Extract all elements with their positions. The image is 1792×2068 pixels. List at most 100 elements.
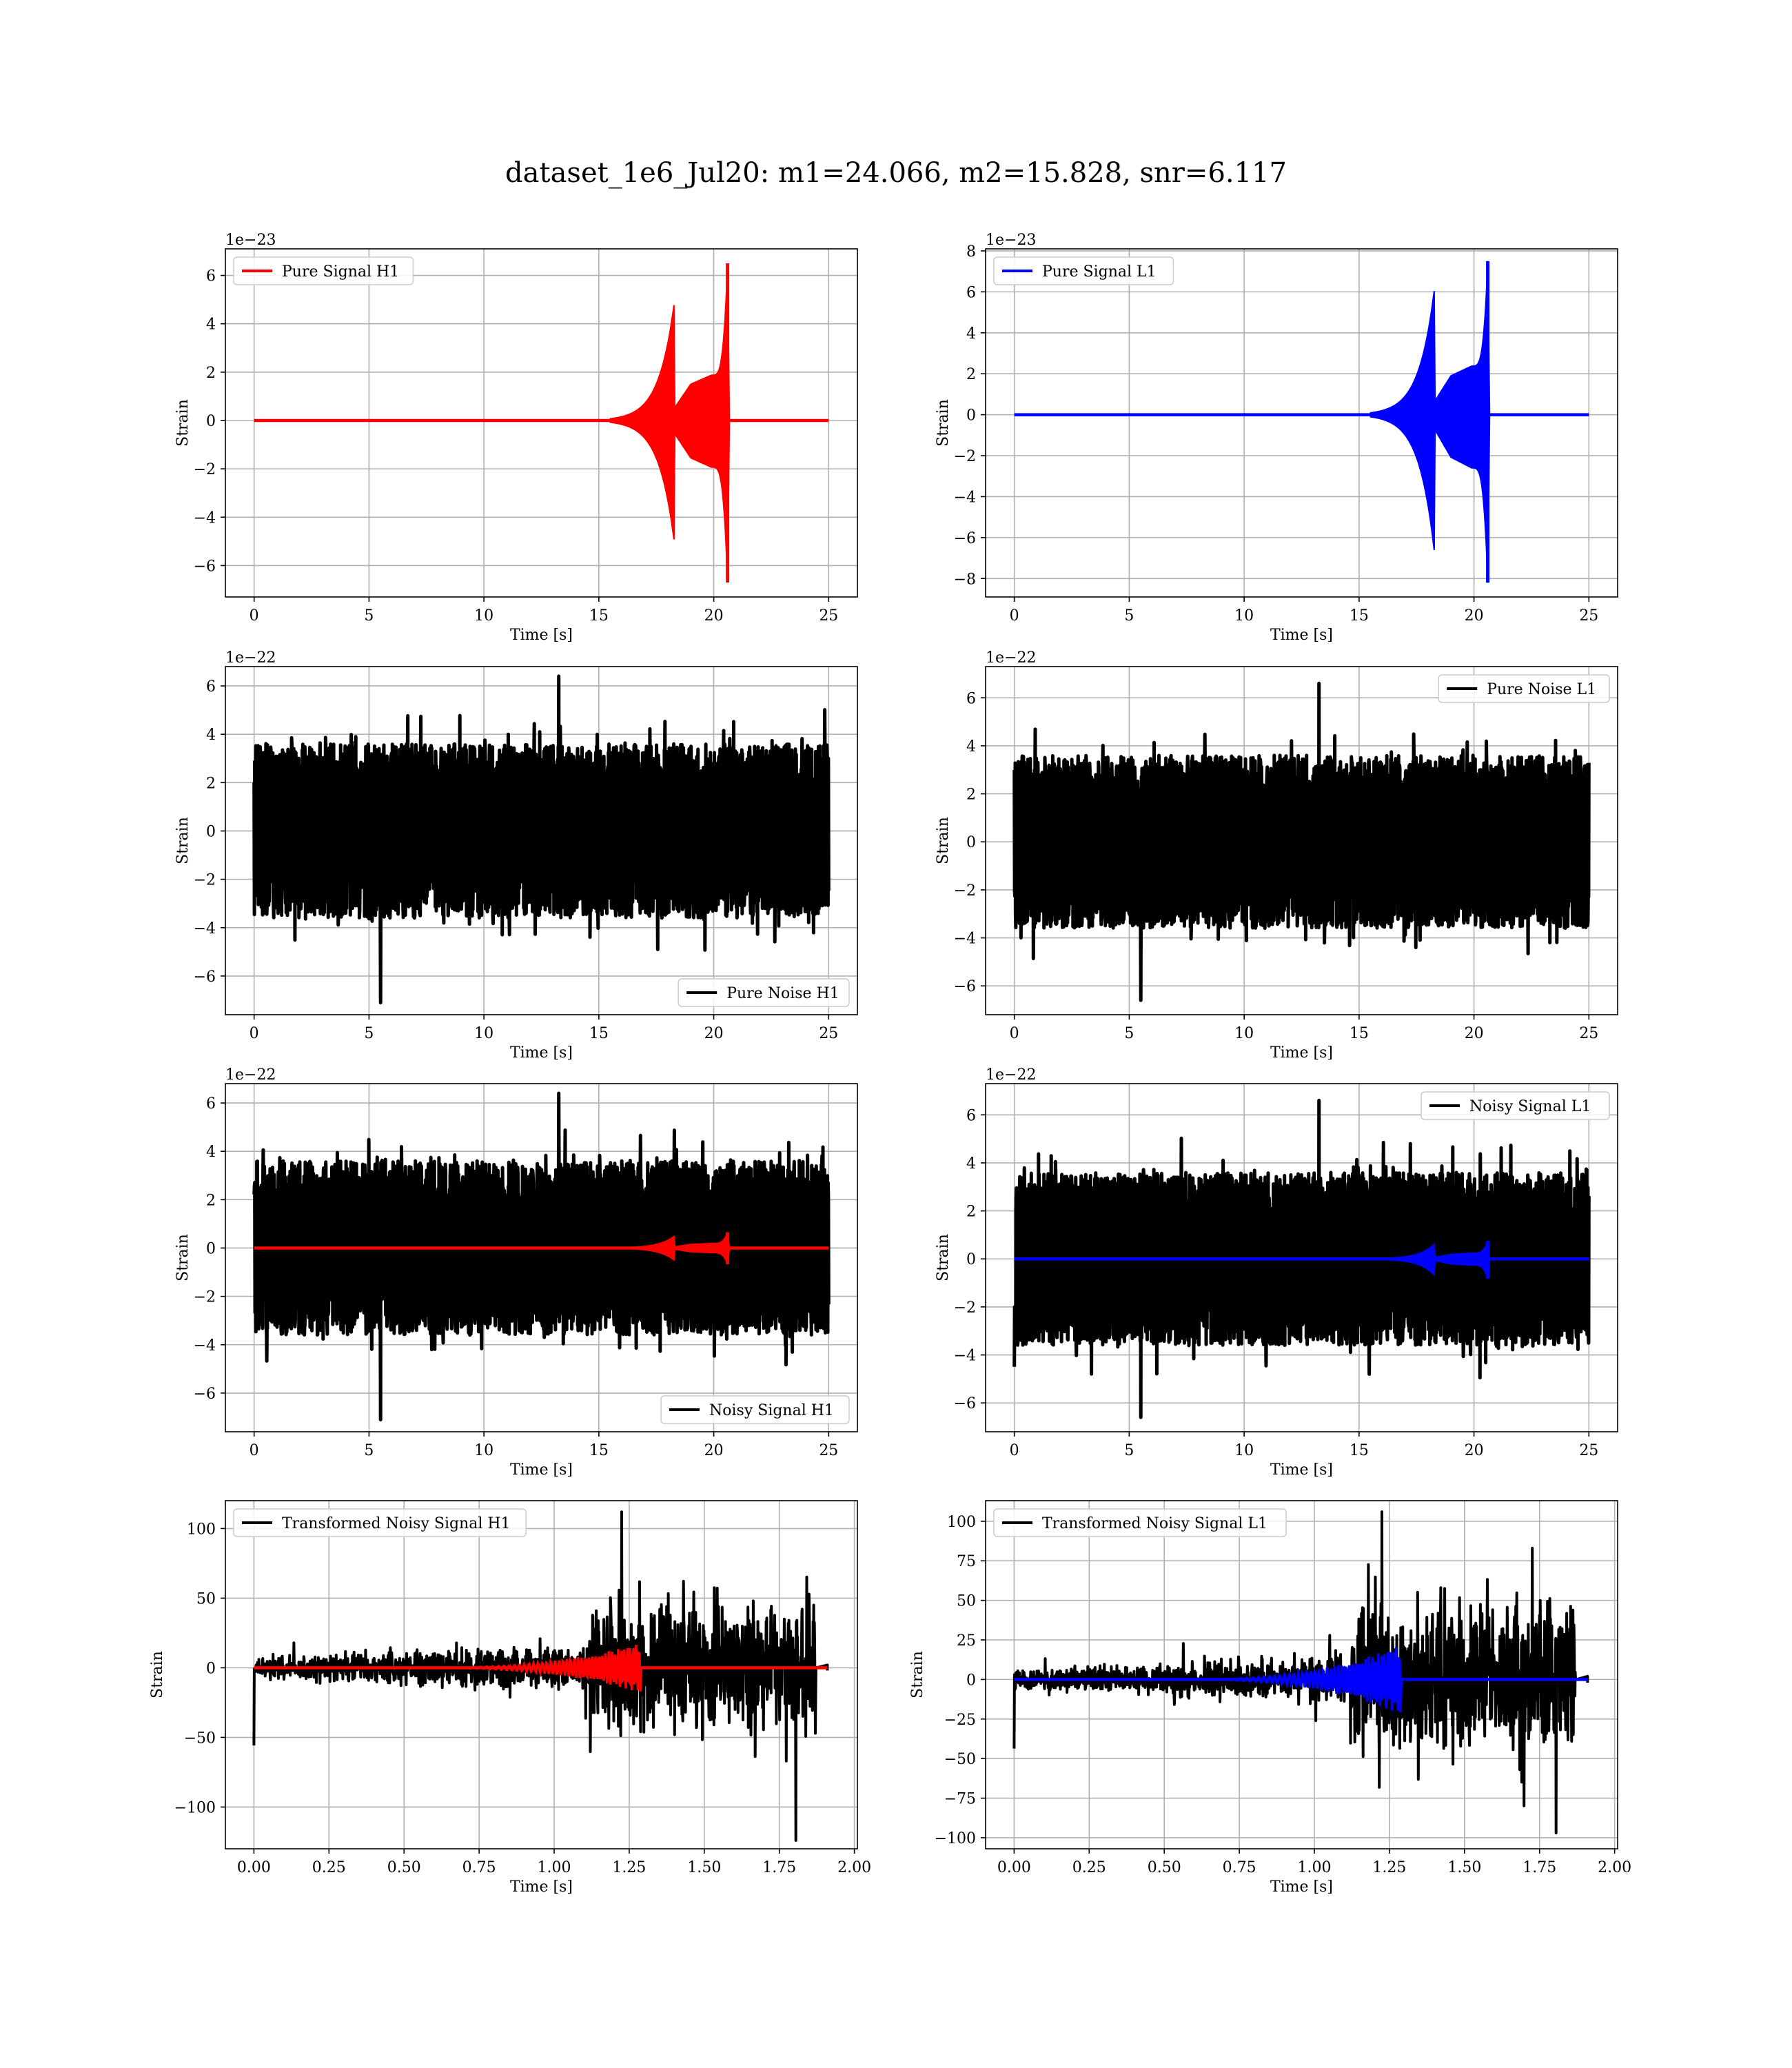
offset-text: 1e−22	[225, 1066, 276, 1084]
y-axis-label: Strain	[174, 817, 192, 864]
y-axis-label: Strain	[149, 1651, 166, 1699]
y-tick-label: 100	[947, 1514, 976, 1531]
x-tick-label: 25	[1579, 1025, 1598, 1042]
x-tick-label: 0.25	[1072, 1859, 1106, 1876]
y-tick-label: 8	[966, 243, 976, 261]
x-tick-label: 25	[819, 1025, 838, 1042]
x-axis: 0.00 0.25 0.50 0.75 1.00 1.25 1.50 1.75 2.00	[997, 1849, 1631, 1876]
x-tick-label: 1.50	[1447, 1859, 1481, 1876]
y-tick-label: 25	[957, 1632, 976, 1650]
x-tick-label: 15	[589, 1442, 609, 1459]
y-axis: −8 −6 −4 −2 0 2 4 6 8	[954, 243, 986, 588]
legend-box	[1421, 1091, 1610, 1120]
y-tick-label: −2	[954, 1299, 976, 1317]
y-tick-label: −4	[194, 920, 216, 937]
y-tick-label: 2	[206, 365, 216, 382]
y-axis: −6 −4 −2 0 2 4 6	[954, 690, 986, 995]
x-tick-label: 15	[589, 607, 609, 625]
axes-frame	[225, 1083, 858, 1432]
legend: Pure Signal L1	[993, 256, 1174, 285]
x-axis: 0.00 0.25 0.50 0.75 1.00 1.25 1.50 1.75 2.00	[237, 1849, 871, 1876]
x-tick-label: 5	[1124, 1442, 1134, 1459]
legend-label: Pure Noise L1	[1487, 681, 1596, 698]
y-tick-label: 0	[206, 413, 216, 430]
offset-text: 1e−22	[225, 649, 276, 667]
x-tick-label: 0.00	[997, 1859, 1031, 1876]
y-tick-label: −50	[184, 1730, 216, 1747]
y-tick-label: 2	[206, 775, 216, 792]
axes-frame	[985, 248, 1618, 598]
legend-box	[660, 1395, 850, 1424]
legend-label: Pure Signal L1	[1042, 263, 1157, 281]
y-tick-label: 0	[966, 1251, 976, 1268]
x-axis-label: Time [s]	[1270, 1461, 1333, 1479]
subplot-pure-signal-l1: 0 5 10 15 20 25 −8 −6 −4 −2 0 2 4 6 8 Time [s] Strain 1e−…	[935, 232, 1618, 644]
y-tick-label: 2	[966, 1204, 976, 1221]
x-tick-label: 20	[704, 1025, 724, 1042]
x-tick-label: 0	[250, 1442, 259, 1459]
x-tick-label: 0.25	[312, 1859, 346, 1876]
x-tick-label: 1.25	[1372, 1859, 1406, 1876]
x-tick-label: 1.00	[538, 1859, 571, 1876]
x-tick-label: 1.50	[687, 1859, 721, 1876]
series-chirp-1	[419, 1644, 644, 1692]
x-tick-label: 10	[1234, 1025, 1254, 1042]
y-axis: −6 −4 −2 0 2 4 6	[954, 1107, 986, 1412]
offset-text: 1e−22	[986, 1066, 1036, 1084]
y-tick-label: 6	[206, 1095, 216, 1113]
legend: Noisy Signal L1	[1421, 1091, 1610, 1120]
series-envelope-1	[1370, 1240, 1491, 1279]
legend-box	[993, 256, 1174, 285]
y-tick-label: 0	[966, 834, 976, 851]
x-tick-label: 25	[1579, 607, 1598, 625]
legend-label: Pure Signal H1	[282, 263, 399, 281]
x-tick-label: 1.75	[762, 1859, 796, 1876]
x-tick-label: 15	[1350, 1025, 1369, 1042]
axes-frame	[985, 666, 1618, 1015]
x-tick-label: 20	[1465, 607, 1484, 625]
x-tick-label: 0	[1010, 1442, 1019, 1459]
plot-area	[1012, 1098, 1591, 1419]
x-tick-label: 20	[704, 607, 724, 625]
legend-label: Transformed Noisy Signal H1	[282, 1515, 511, 1532]
legend: Transformed Noisy Signal H1	[233, 1508, 527, 1537]
x-axis-label: Time [s]	[1270, 1044, 1333, 1062]
x-tick-label: 15	[589, 1025, 609, 1042]
x-tick-label: 10	[1234, 607, 1254, 625]
y-tick-label: 0	[206, 1660, 216, 1677]
y-axis-label: Strain	[935, 399, 952, 447]
x-tick-label: 5	[364, 1442, 374, 1459]
x-tick-label: 0.75	[1223, 1859, 1256, 1876]
y-tick-label: 2	[206, 1192, 216, 1209]
y-tick-label: 4	[966, 1155, 976, 1173]
x-axis: 0 5 10 15 20 25	[250, 1432, 838, 1459]
y-tick-label: 4	[966, 325, 976, 343]
y-axis-label: Strain	[935, 817, 952, 864]
x-tick-label: 1.75	[1523, 1859, 1556, 1876]
y-axis-label: Strain	[174, 1234, 192, 1281]
x-axis-label: Time [s]	[1270, 627, 1333, 644]
x-axis-label: Time [s]	[1270, 1878, 1333, 1896]
series-envelope-0	[1370, 261, 1491, 583]
y-tick-label: 50	[957, 1593, 976, 1610]
y-tick-label: −25	[944, 1712, 976, 1729]
x-tick-label: 5	[1124, 607, 1134, 625]
series-line-0	[1012, 1510, 1589, 1834]
y-tick-label: −4	[194, 1337, 216, 1355]
offset-text: 1e−23	[986, 232, 1036, 249]
y-tick-label: −6	[194, 1386, 216, 1403]
x-axis-label: Time [s]	[510, 1878, 573, 1896]
plot-area	[252, 1091, 831, 1421]
y-axis: −6 −4 −2 0 2 4 6	[194, 1095, 225, 1403]
y-tick-label: −50	[944, 1751, 976, 1768]
y-tick-label: 4	[206, 1144, 216, 1161]
series-envelope-1	[609, 1232, 731, 1265]
x-tick-label: 10	[474, 1442, 493, 1459]
legend: Noisy Signal H1	[660, 1395, 850, 1424]
y-tick-label: 2	[966, 787, 976, 804]
x-tick-label: 2.00	[837, 1859, 871, 1876]
x-tick-label: 1.00	[1298, 1859, 1332, 1876]
x-tick-label: 0	[250, 607, 259, 625]
axes-frame	[985, 1500, 1618, 1849]
x-tick-label: 5	[1124, 1025, 1134, 1042]
